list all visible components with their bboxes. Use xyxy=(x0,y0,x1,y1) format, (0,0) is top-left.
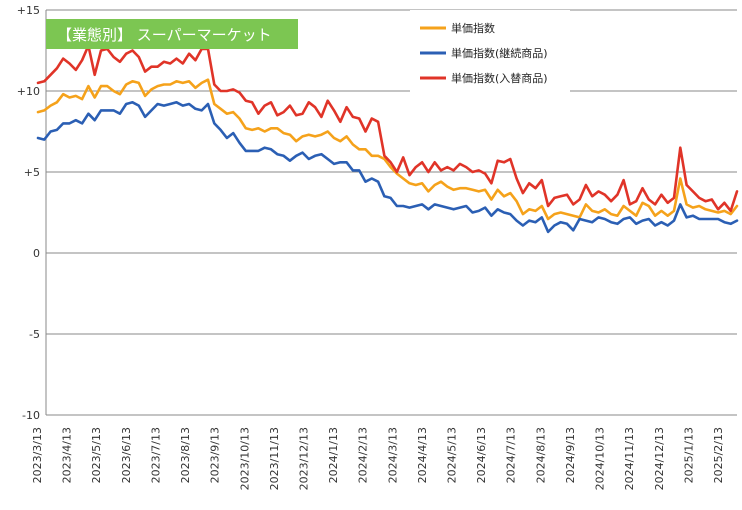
series-line-1 xyxy=(36,78,739,221)
legend-label-3: 単価指数(入替商品) xyxy=(451,71,548,85)
legend-label-2: 単価指数(継続商品) xyxy=(451,46,548,60)
y-axis: +15 +10 +5 0 -5 -10 xyxy=(17,4,47,422)
title-background xyxy=(46,19,298,49)
y-tick-label: -10 xyxy=(22,409,40,422)
x-axis: 2023/3/13 2023/4/13 2023/5/13 2023/6/13 2023… xyxy=(31,427,725,490)
y-tick-label: +10 xyxy=(17,85,40,98)
legend-label-1: 単価指数 xyxy=(451,21,495,35)
x-tick-label: 2024/8/13 xyxy=(534,427,547,483)
series-lines xyxy=(36,44,739,234)
x-tick-label: 2024/5/13 xyxy=(446,427,459,483)
x-tick-label: 2023/8/13 xyxy=(179,427,192,483)
y-tick-label: -5 xyxy=(29,328,40,341)
chart-title-text: 【業態別】 スーパーマーケット xyxy=(57,26,272,44)
x-tick-label: 2023/9/13 xyxy=(209,427,222,483)
x-tick-label: 2023/7/13 xyxy=(149,427,162,483)
y-tick-label: +15 xyxy=(17,4,40,17)
series-line-3 xyxy=(36,44,739,213)
y-tick-label: 0 xyxy=(33,247,40,260)
series-line-2 xyxy=(36,101,739,234)
x-tick-label: 2024/2/13 xyxy=(357,427,370,483)
x-tick-label: 2023/3/13 xyxy=(31,427,44,483)
grid-lines xyxy=(46,9,737,416)
x-tick-label: 2023/12/13 xyxy=(297,427,310,490)
x-tick-label: 2023/11/13 xyxy=(268,427,281,490)
x-tick-label: 2024/3/13 xyxy=(386,427,399,483)
x-tick-label: 2023/5/13 xyxy=(90,427,103,483)
x-tick-label: 2024/11/13 xyxy=(623,427,636,490)
x-tick-label: 2024/9/13 xyxy=(564,427,577,483)
x-tick-label: 2023/6/13 xyxy=(120,427,133,483)
y-tick-label: +5 xyxy=(24,166,40,179)
x-tick-label: 2024/4/13 xyxy=(416,427,429,483)
chart-title: 【業態別】 スーパーマーケット xyxy=(46,19,298,49)
x-tick-label: 2025/1/13 xyxy=(682,427,695,483)
x-tick-label: 2024/7/13 xyxy=(505,427,518,483)
x-tick-label: 2024/12/13 xyxy=(653,427,666,490)
x-tick-label: 2023/4/13 xyxy=(61,427,74,483)
x-tick-label: 2025/2/13 xyxy=(712,427,725,483)
x-tick-label: 2024/10/13 xyxy=(594,427,607,490)
x-tick-label: 2024/1/13 xyxy=(327,427,340,483)
x-tick-label: 2023/10/13 xyxy=(238,427,251,490)
x-tick-label: 2024/6/13 xyxy=(475,427,488,483)
